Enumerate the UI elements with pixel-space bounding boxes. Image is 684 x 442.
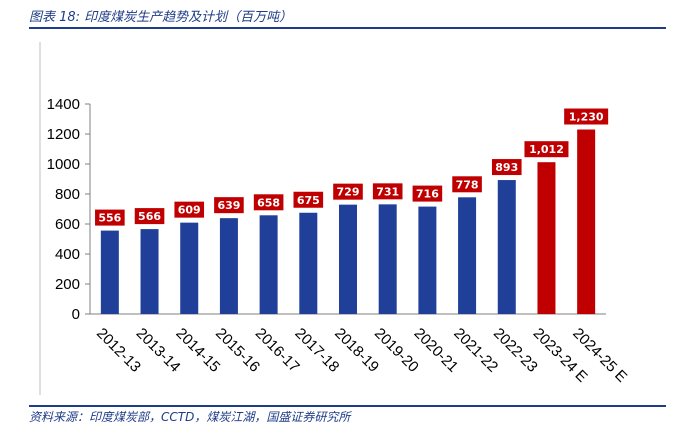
y-tick-label: 1000 [47,156,80,173]
bar [140,229,159,314]
data-label-box [372,183,403,200]
source-note: 资料来源：印度煤炭部，CCTD，煤炭江湖，国盛证券研究所 [29,410,351,424]
figure-title: 图表 18: 印度煤炭生产趋势及计划（百万吨） [29,10,293,25]
y-tick-label: 600 [55,216,80,233]
top-rule [29,27,666,29]
bar [497,180,516,314]
chart-data-labels: 556 566 609 639 658 675 729 731 716 778 893 1,012 1,… [95,108,609,226]
data-label: 675 [297,194,320,207]
data-label: 566 [138,210,161,223]
y-tick-label: 1200 [47,126,80,143]
data-label: 609 [178,204,201,217]
bar [100,230,119,314]
y-tick-label: 1400 [47,96,80,113]
data-label-box [134,208,165,225]
bar [219,218,238,314]
bar [577,129,596,314]
data-label-box [452,176,482,193]
bar [537,162,556,314]
bar [339,204,357,314]
y-tick-label: 200 [55,276,80,293]
chart-bars [100,129,596,314]
y-tick-label: 400 [55,246,80,263]
data-label-box [214,197,244,214]
y-tick-label: 800 [55,186,80,203]
bar [259,215,278,314]
bar [180,222,199,314]
data-label-box [564,108,609,125]
data-label: 893 [495,161,518,174]
bar [458,197,477,314]
data-label-box [333,183,363,200]
chart-category-labels: 2012-132013-142014-152015-162016-172017-… [93,325,630,386]
bar [378,204,397,314]
data-label: 658 [257,196,280,209]
data-label-box [524,141,569,158]
data-label: 639 [217,199,240,212]
data-label-box [412,185,443,202]
data-label: 716 [416,188,439,201]
data-label: 1,230 [569,111,604,124]
bar [299,212,318,314]
data-label: 731 [376,185,399,198]
data-label-box [174,201,205,218]
y-tick-label: 0 [72,306,80,323]
data-label: 778 [456,178,479,191]
bottom-rule [29,405,666,407]
chart-axes: 0 200 400 600 800 1000 1200 1400 [39,42,606,395]
data-label-box [491,159,522,176]
data-label-box [253,194,284,211]
data-label: 556 [98,212,121,225]
data-label: 1,012 [529,143,564,156]
data-label-box [95,209,125,226]
bar [418,206,437,314]
data-label-box [293,191,324,208]
data-label: 729 [337,186,360,199]
